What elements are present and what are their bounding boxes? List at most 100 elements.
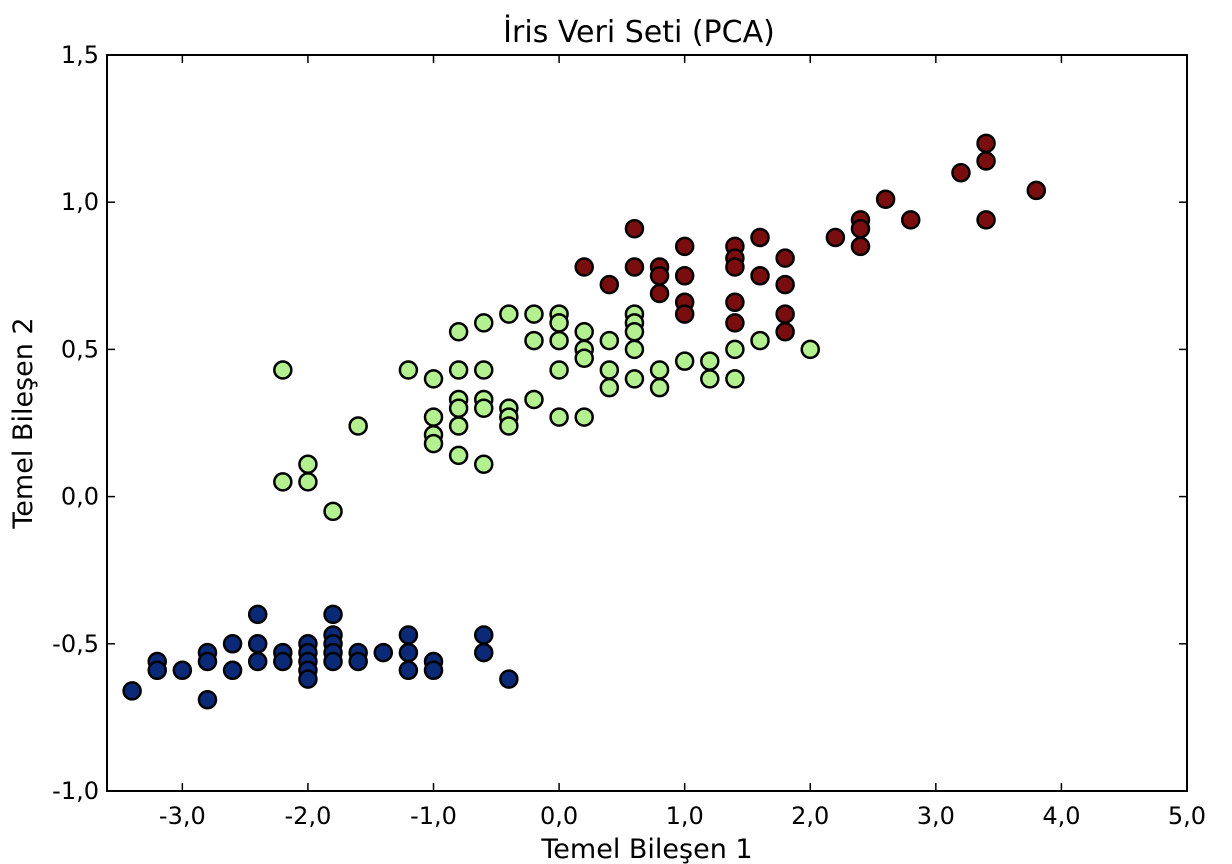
cluster-green-point [499, 416, 519, 436]
cluster-red-point [574, 257, 594, 277]
cluster-green-point [448, 360, 469, 380]
cluster-red-point [775, 248, 795, 268]
data-points [122, 133, 1047, 710]
cluster-red-point [1026, 180, 1047, 201]
cluster-green-point [624, 321, 645, 342]
cluster-red-point [976, 133, 996, 154]
x-tick-label: 2,0 [791, 802, 829, 830]
y-tick-label: 0,0 [61, 483, 99, 511]
cluster-green-point [499, 304, 519, 324]
cluster-blue-point [423, 660, 444, 681]
cluster-blue-point [222, 634, 243, 654]
cluster-green-point [674, 351, 695, 371]
cluster-red-point [624, 257, 645, 277]
cluster-blue-point [348, 651, 368, 672]
cluster-green-point [448, 416, 469, 436]
cluster-blue-point [398, 642, 419, 663]
x-axis-ticks: -3,0 -2,0 -1,0 0,0 1,0 2,0 3,0 4,0 5,0 [159, 55, 1206, 830]
cluster-red-point [775, 321, 795, 342]
cluster-red-point [951, 163, 971, 183]
cluster-green-point [423, 433, 444, 454]
cluster-green-point [448, 321, 469, 342]
cluster-green-point [624, 369, 645, 389]
cluster-green-point [273, 360, 293, 380]
cluster-green-point [574, 407, 594, 427]
x-tick-label: -2,0 [285, 802, 332, 830]
cluster-red-point [850, 236, 871, 257]
cluster-green-point [298, 472, 318, 492]
cluster-green-point [524, 304, 544, 324]
cluster-green-point [473, 360, 494, 380]
y-tick-label: 1,5 [61, 41, 99, 69]
cluster-red-point [674, 236, 695, 257]
cluster-green-point [700, 369, 720, 389]
cluster-green-point [725, 339, 745, 360]
cluster-blue-point [373, 642, 394, 663]
cluster-green-point [549, 313, 569, 333]
x-axis-label: Temel Bileşen 1 [540, 834, 752, 864]
cluster-green-point [574, 321, 594, 342]
cluster-red-point [674, 266, 695, 286]
cluster-red-point [850, 218, 871, 239]
plot-frame [106, 54, 1188, 792]
cluster-green-point [624, 339, 645, 360]
cluster-green-point [549, 407, 569, 427]
cluster-green-point [524, 389, 544, 410]
cluster-green-point [423, 407, 444, 427]
cluster-green-point [700, 351, 720, 371]
cluster-blue-point [273, 651, 293, 672]
cluster-green-point [473, 454, 494, 474]
cluster-blue-point [298, 669, 318, 689]
y-axis-label: Temel Bileşen 2 [8, 317, 39, 529]
cluster-red-point [674, 304, 695, 324]
cluster-blue-point [247, 634, 268, 654]
cluster-red-point [775, 304, 795, 324]
x-tick-label: -3,0 [159, 802, 206, 830]
cluster-blue-point [499, 669, 519, 689]
cluster-red-point [875, 189, 896, 210]
cluster-blue-point [147, 660, 167, 681]
y-tick-label: -0,5 [52, 630, 99, 658]
cluster-green-point [473, 313, 494, 333]
cluster-blue-point [197, 651, 218, 672]
cluster-red-point [599, 274, 620, 295]
x-tick-label: 3,0 [917, 802, 955, 830]
cluster-green-point [649, 377, 670, 398]
y-axis-ticks: -1,0 -0,5 0,0 0,5 1,0 1,5 [52, 41, 1187, 805]
cluster-red-point [900, 210, 921, 230]
cluster-red-point [976, 151, 996, 171]
cluster-blue-point [222, 660, 243, 681]
cluster-green-point [800, 339, 821, 360]
cluster-green-point [549, 360, 569, 380]
cluster-green-point [323, 501, 343, 522]
cluster-green-point [524, 330, 544, 351]
cluster-red-point [825, 227, 846, 248]
cluster-green-point [348, 416, 368, 436]
x-tick-label: -1,0 [410, 802, 457, 830]
chart-title: İris Veri Seti (PCA) [503, 14, 775, 50]
y-tick-label: 0,5 [61, 335, 99, 363]
x-tick-label: 5,0 [1168, 802, 1206, 830]
cluster-blue-point [473, 625, 494, 645]
cluster-green-point [448, 445, 469, 466]
cluster-green-point [549, 330, 569, 351]
x-tick-label: 0,0 [540, 802, 578, 830]
cluster-red-point [976, 210, 996, 230]
plot-area [106, 54, 1188, 792]
cluster-green-point [448, 398, 469, 419]
cluster-blue-point [323, 651, 343, 672]
cluster-green-point [725, 369, 745, 389]
x-tick-label: 1,0 [666, 802, 704, 830]
cluster-green-point [473, 398, 494, 419]
x-tick-label: 4,0 [1042, 802, 1080, 830]
cluster-blue-point [172, 660, 193, 681]
cluster-blue-point [398, 625, 419, 645]
cluster-green-point [273, 472, 293, 492]
cluster-blue-point [197, 689, 218, 710]
cluster-green-point [574, 348, 594, 368]
cluster-blue-point [247, 604, 268, 625]
cluster-blue-point [323, 604, 343, 625]
cluster-green-point [599, 377, 620, 398]
cluster-red-point [725, 257, 745, 277]
